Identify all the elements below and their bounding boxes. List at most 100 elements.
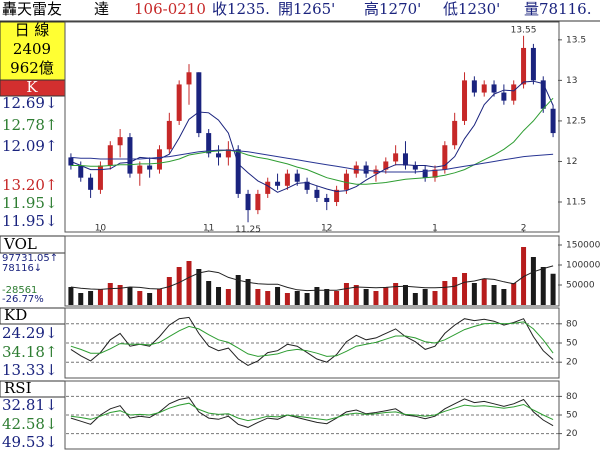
volume-bar — [334, 291, 340, 305]
volume-bar — [196, 269, 202, 305]
readout: 11.95↓ — [2, 194, 58, 212]
volume-bar — [471, 283, 477, 305]
x-tick-label: 11 — [203, 224, 214, 234]
readout: 12.69↓ — [2, 94, 58, 112]
readout: 24.29↓ — [2, 324, 58, 342]
candle-body — [275, 181, 281, 186]
y-tick-label: 50 — [566, 339, 578, 349]
candle-body — [540, 80, 546, 109]
vol-label: VOL — [3, 235, 37, 253]
candle-body — [255, 193, 261, 211]
volume-bar — [235, 275, 241, 305]
indicator-line — [70, 265, 554, 292]
indicator-line — [70, 402, 554, 422]
volume-bar — [216, 287, 222, 305]
volume-bar — [284, 293, 290, 305]
candle-body — [235, 149, 241, 194]
candle-body — [137, 165, 143, 174]
high-annotation: 13.55 — [511, 25, 537, 35]
indicator-line — [70, 149, 554, 173]
volume: 量78116. — [524, 0, 592, 18]
kd-label: KD — [4, 306, 27, 324]
period-box — [0, 21, 66, 81]
volume-bar — [383, 287, 389, 305]
readout: 32.81↓ — [2, 396, 58, 414]
indicator-line — [70, 97, 554, 185]
panel-frame — [64, 21, 560, 233]
open-price: 開1265' — [278, 0, 335, 18]
indicator-line — [70, 321, 554, 357]
candle-body — [78, 165, 84, 178]
readout: 78116↓ — [2, 263, 42, 274]
stock-name: 轟天雷友 — [2, 0, 62, 18]
high-price: 高1270' — [364, 0, 421, 18]
rsi-label: RSI — [4, 379, 32, 397]
volume-bar — [511, 283, 517, 305]
volume-bar — [422, 289, 428, 305]
candle-body — [462, 80, 468, 121]
volume-bar — [481, 279, 487, 305]
candle-body — [491, 84, 497, 93]
volume-bar — [97, 289, 103, 305]
candle-body — [530, 47, 536, 81]
volume-bar — [156, 289, 162, 305]
volume-bar — [324, 289, 330, 305]
candle-body — [501, 92, 507, 101]
readout: 42.58↓ — [2, 415, 58, 433]
y-tick-label: 50 — [566, 411, 578, 421]
volume-bar — [225, 289, 231, 305]
readout: -26.77% — [2, 294, 44, 305]
candle-body — [471, 80, 477, 93]
volume-bar — [412, 293, 418, 305]
y-tick-label: 80 — [566, 392, 578, 402]
volume-bar — [127, 287, 133, 305]
candle-body — [265, 181, 271, 194]
volume-bar — [373, 291, 379, 305]
y-tick-label: 20 — [566, 429, 578, 439]
candle-body — [206, 133, 212, 154]
volume-bar — [176, 267, 182, 305]
candle-body — [225, 149, 231, 158]
volume-bar — [393, 283, 399, 305]
candle-body — [97, 165, 103, 190]
candle-body — [343, 173, 349, 190]
candle-body — [245, 193, 251, 211]
readout: 49.53↓ — [2, 433, 58, 450]
volume-bar — [265, 291, 271, 305]
candle-body — [432, 169, 438, 178]
candle-body — [294, 173, 300, 182]
candle-body — [88, 177, 94, 190]
low-annotation: 11.25 — [235, 225, 261, 235]
candle-body — [422, 169, 428, 178]
candle-body — [127, 137, 133, 174]
y-tick-label: 20 — [566, 358, 578, 368]
readout: -28561 — [2, 285, 37, 296]
volume-bar — [462, 273, 468, 305]
candle-body — [117, 137, 123, 146]
volume-bar — [245, 279, 251, 305]
readout: 12.78↑ — [2, 116, 58, 134]
candle-body — [284, 173, 290, 186]
candle-body — [304, 181, 310, 190]
candle-body — [176, 84, 182, 121]
period: 日 線 — [15, 21, 50, 39]
low-price: 低1230' — [443, 0, 500, 18]
volume-bar — [314, 287, 320, 305]
candle-body — [166, 120, 172, 150]
y-tick-label: 11.5 — [566, 198, 586, 208]
candle-body — [383, 161, 389, 170]
market-cap: 962億 — [10, 59, 54, 77]
volume-bar — [255, 289, 261, 305]
volume-bar — [442, 281, 448, 305]
y-tick-label: 100000 — [566, 261, 600, 271]
volume-bar — [206, 281, 212, 305]
candle-body — [314, 189, 320, 198]
x-tick-label: 12 — [321, 224, 332, 234]
volume-bar — [540, 267, 546, 305]
volume-bar — [530, 257, 536, 305]
candle-body — [393, 153, 399, 162]
candle-body — [402, 153, 408, 166]
volume-bar — [275, 287, 281, 305]
